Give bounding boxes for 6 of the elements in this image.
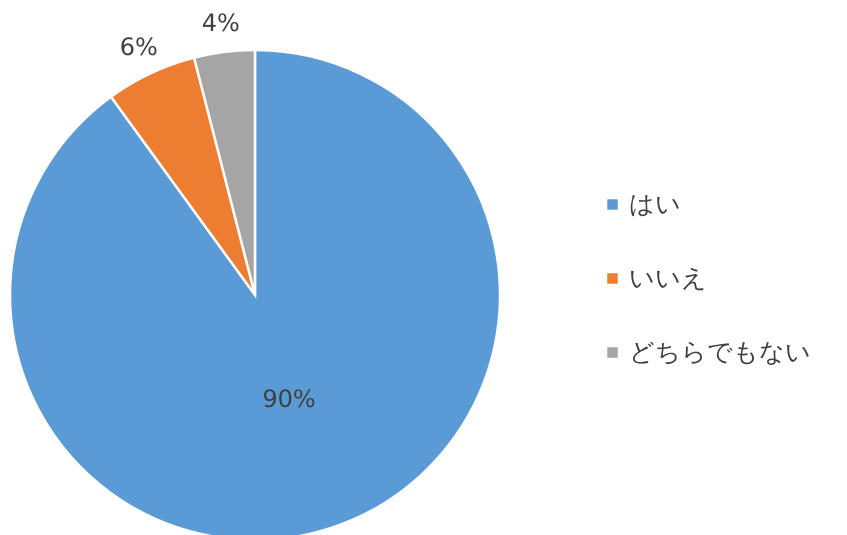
data-label: 4% xyxy=(202,9,240,38)
data-label: 6% xyxy=(120,32,158,61)
legend-label: いいえ xyxy=(629,264,707,292)
legend-label: どちらでもない xyxy=(629,338,811,366)
legend-label: はい xyxy=(629,190,681,218)
data-label: 90% xyxy=(262,384,316,413)
